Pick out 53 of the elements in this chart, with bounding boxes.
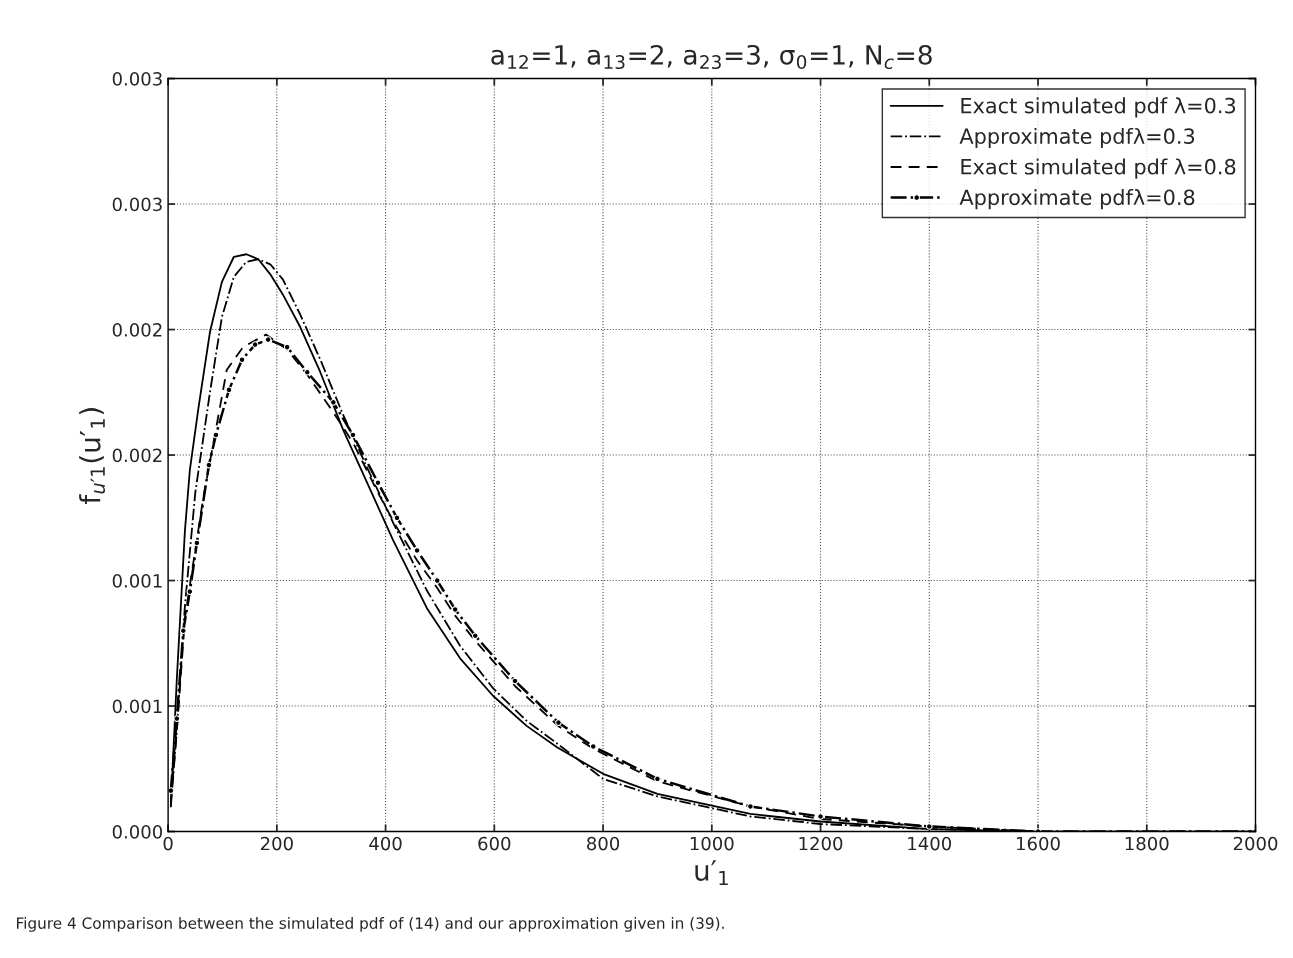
y-tick-label: 0.002 <box>112 448 162 463</box>
point <box>303 368 311 376</box>
point <box>180 627 187 635</box>
x-tick-label: 2000 <box>1233 836 1278 851</box>
legend-label: Exact simulated pdf λ=0.8 <box>961 158 1236 179</box>
point <box>654 775 661 783</box>
x-tick-label: 1800 <box>1125 836 1169 851</box>
y-axis-title: f$_{u′1}$(u′$_{1}$) <box>79 408 106 504</box>
point <box>433 577 441 584</box>
point <box>393 514 401 522</box>
x-tick-label: 1200 <box>799 836 843 851</box>
point <box>555 719 562 726</box>
point <box>205 461 213 469</box>
y-tick-label: 0.000 <box>112 825 163 839</box>
point <box>173 715 181 722</box>
point <box>451 606 459 613</box>
point <box>589 743 597 750</box>
point <box>238 356 246 363</box>
point <box>511 677 519 685</box>
point <box>413 547 421 554</box>
point <box>225 386 233 394</box>
x-tick-label: 1400 <box>908 836 952 851</box>
legend-label: Approximate pdfλ=0.8 <box>959 189 1195 210</box>
point <box>374 479 382 486</box>
legend-label: Approximate pdfλ=0.3 <box>959 127 1195 149</box>
x-tick-label: 0 <box>163 836 173 851</box>
y-tick-label: 0.003 <box>112 197 162 212</box>
point <box>264 336 272 343</box>
caption: Figure 4 Comparison between the simulated pdf of (14) and our approximation given in (39). <box>17 917 724 932</box>
chart-title: a$_{12}$=1, a$_{13}$=2, a$_{23}$=3, σ$_{0}$=1, N$_{c}$=8 <box>491 44 932 70</box>
x-tick-label: 200 <box>260 836 293 851</box>
x-axis-title: u′$_{1}$ <box>695 860 728 886</box>
x-tick-label: 600 <box>478 836 511 851</box>
point <box>186 588 194 595</box>
point <box>471 632 479 640</box>
point <box>330 399 337 406</box>
point <box>251 341 259 348</box>
x-tick-label: 800 <box>587 836 620 851</box>
point <box>212 431 220 439</box>
legend-label: Exact simulated pdf λ=0.3 <box>961 97 1236 118</box>
y-tick-label: 0.001 <box>112 574 162 588</box>
x-tick-label: 1000 <box>690 836 734 851</box>
x-tick-label: 1600 <box>1017 836 1060 851</box>
y-tick-label: 0.003 <box>112 72 162 86</box>
point <box>193 539 201 547</box>
point <box>817 813 824 820</box>
point <box>168 787 175 794</box>
point <box>283 343 291 351</box>
point <box>349 431 357 439</box>
y-tick-label: 0.001 <box>112 699 162 714</box>
y-tick-label: 0.002 <box>112 323 162 337</box>
x-tick-label: 400 <box>369 836 402 851</box>
point <box>747 803 754 810</box>
